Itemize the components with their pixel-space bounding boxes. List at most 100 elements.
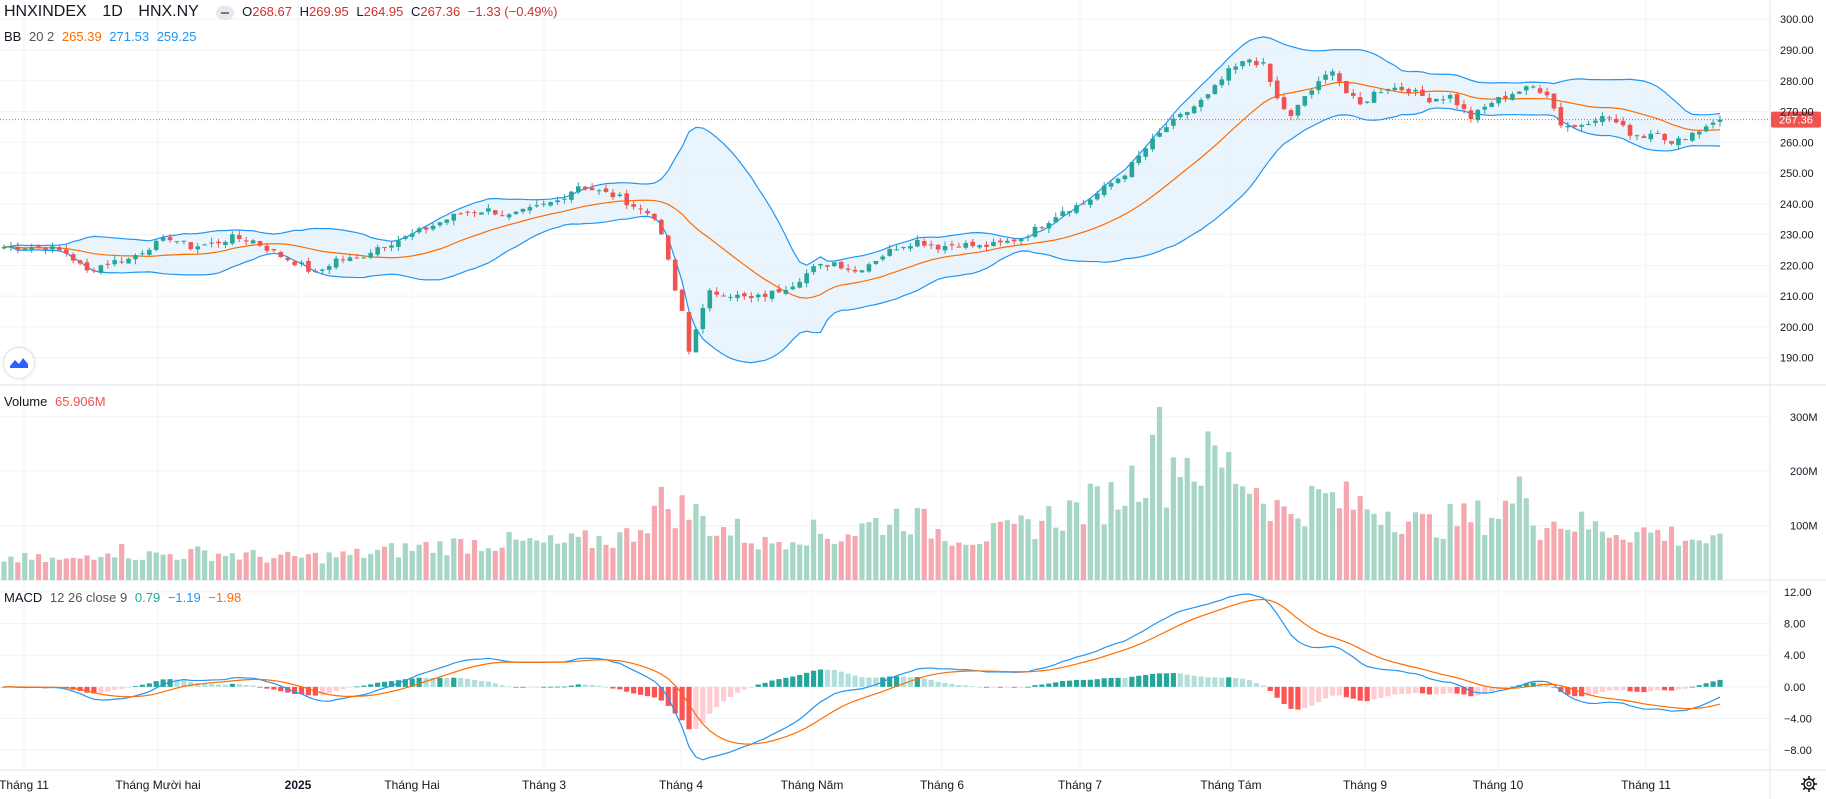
macd-hist-bar [624, 686, 630, 692]
volume-bar [624, 528, 630, 580]
macd-hist-bar [873, 677, 879, 687]
price-tick-label: 260.00 [1780, 137, 1814, 149]
macd-hist-bar [506, 686, 512, 688]
volume-bar [278, 554, 284, 580]
volume-bar [921, 508, 927, 580]
volume-bar [755, 549, 761, 580]
candle-body [652, 213, 657, 219]
tradingview-logo-icon[interactable] [4, 348, 34, 378]
macd-hist-bar [451, 677, 457, 687]
candle-body [29, 247, 34, 250]
candle-body [1385, 88, 1391, 91]
candle-body [728, 296, 733, 298]
candle-body [1337, 73, 1342, 82]
volume-bar [1509, 503, 1516, 580]
macd-hist-bar [368, 684, 374, 687]
volume-bar [1309, 485, 1315, 580]
bb-name: BB [4, 29, 22, 44]
macd-hist-bar [1177, 673, 1183, 687]
candle-body [1129, 162, 1135, 177]
volume-bar [22, 552, 28, 580]
macd-hist-bar [278, 686, 284, 692]
candle-body [57, 247, 62, 251]
volume-bar [1226, 452, 1232, 580]
volume-tick-label: 200M [1790, 466, 1818, 478]
volume-bar [1696, 540, 1702, 580]
candle-body [278, 251, 284, 258]
volume-bar [1316, 489, 1322, 580]
macd-hist-bar [838, 671, 844, 687]
macd-hist-bar [1406, 686, 1412, 694]
volume-bar [1495, 518, 1502, 580]
volume-bar [423, 541, 429, 580]
volume-legend[interactable]: Volume 65.906M [4, 393, 110, 411]
volume-bar [852, 536, 858, 580]
volume-bar [326, 552, 332, 580]
symbol-name[interactable]: HNXINDEX [4, 3, 87, 20]
macd-hist-bar [264, 686, 270, 689]
macd-hist-bar [250, 685, 256, 687]
macd-hist-bar [575, 684, 581, 687]
macd-hist-bar [1080, 679, 1087, 687]
macd-hist-bar [921, 678, 927, 687]
volume-bar [1219, 467, 1225, 580]
time-axis-label: Tháng 7 [1058, 778, 1102, 792]
candle-body [1579, 124, 1584, 127]
macd-hist-bar [340, 686, 346, 690]
volume-bar [1392, 532, 1398, 580]
macd-hist-bar [1039, 684, 1045, 687]
volume-bar [1523, 498, 1529, 580]
macd-hist-bar [817, 669, 824, 687]
volume-bar [741, 542, 747, 580]
macd-hist-bar [1281, 686, 1287, 704]
volume-bar [1364, 509, 1370, 580]
candle-body [880, 256, 886, 260]
macd-hist-bar [319, 686, 325, 695]
candle-body [1, 246, 7, 249]
volume-bar [485, 548, 491, 580]
volume-bar [790, 542, 796, 580]
volume-bar [1599, 531, 1605, 580]
macd-legend[interactable]: MACD 12 26 close 9 0.79 −1.19 −1.98 [4, 589, 245, 607]
candle-body [340, 259, 346, 261]
volume-bar [1592, 521, 1599, 580]
macd-hist-bar [1129, 676, 1135, 687]
macd-hist-bar [1675, 686, 1682, 690]
macd-hist-bar [347, 686, 353, 688]
volume-bar [893, 508, 900, 580]
candle-body [631, 204, 636, 207]
candle-body [776, 289, 782, 293]
candle-body [1247, 59, 1252, 63]
candle-body [915, 239, 920, 247]
volume-bar [292, 556, 298, 580]
macd-hist-bar [617, 686, 623, 690]
volume-bar [727, 535, 734, 580]
volume-bar [42, 561, 49, 580]
candle-body [119, 261, 124, 263]
interval[interactable]: 1D [102, 3, 123, 20]
candle-body [230, 234, 235, 244]
bb-legend[interactable]: BB 20 2 265.39 271.53 259.25 [4, 28, 200, 46]
macd-hist-bar [1233, 677, 1239, 687]
bb-lower-line [3, 107, 1721, 364]
candle-body [970, 241, 976, 247]
candle-body [188, 242, 194, 249]
volume-bar [1502, 500, 1509, 580]
candle-body [1413, 89, 1418, 92]
candle-body [1011, 239, 1017, 242]
volume-bar [1080, 524, 1087, 580]
collapse-icon[interactable] [216, 5, 235, 20]
candle-body [1710, 122, 1716, 125]
candle-body [942, 245, 948, 251]
candle-body [430, 225, 436, 230]
candle-body [1101, 185, 1107, 195]
candle-body [984, 244, 989, 247]
candle-body [354, 257, 360, 259]
settings-gear-icon[interactable] [1800, 775, 1818, 793]
macd-hist-bar [1710, 681, 1716, 687]
bb-params: 20 2 [28, 29, 55, 44]
candle-body [368, 252, 374, 258]
macd-hist-bar [831, 669, 837, 687]
macd-hist-bar [1433, 686, 1439, 695]
